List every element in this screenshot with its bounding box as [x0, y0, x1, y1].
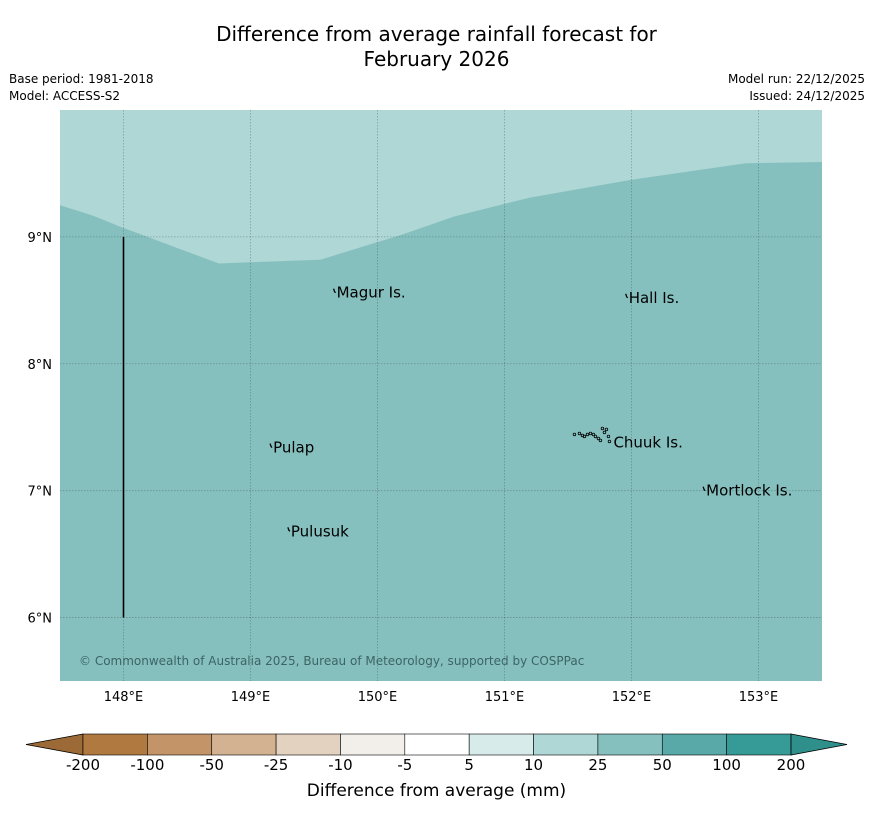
island-outline: [582, 434, 587, 439]
colorbar-tick: -200: [65, 756, 101, 774]
colorbar-over-arrow: [790, 733, 848, 756]
island-outline: [596, 436, 601, 441]
colorbar-segment: [275, 733, 341, 756]
island-outline: [607, 439, 612, 444]
island-outline: [591, 432, 596, 437]
lon-tick-label: 152°E: [612, 690, 652, 705]
upper-rainfall-zone: [60, 110, 822, 264]
map-title: Difference from average rainfall forecas…: [0, 22, 873, 72]
copyright-notice: © Commonwealth of Australia 2025, Bureau…: [79, 654, 584, 668]
base-period: Base period: 1981-2018: [9, 72, 154, 86]
colorbar-segment: [340, 733, 406, 756]
colorbar-label: Difference from average (mm): [306, 781, 567, 801]
island-outline: [606, 434, 611, 439]
colorbar-tick: -5: [397, 756, 413, 774]
colorbar-tick: 5: [464, 756, 474, 774]
island-outline: [572, 432, 577, 437]
colorbar-tick: 200: [776, 756, 806, 774]
chuuk-islands-outline: [572, 426, 612, 444]
colorbar-segment: [726, 733, 792, 756]
island-outline: [585, 432, 590, 437]
colorbar-under-arrow: [25, 733, 84, 756]
model-run: Model run: 22/12/2025: [727, 72, 865, 86]
island-marker: [332, 288, 337, 294]
colorbar-tick: 100: [712, 756, 741, 774]
island-marker: [625, 293, 629, 299]
meta-left: Base period: 1981-2018 Model: ACCESS-S2: [9, 71, 154, 105]
lat-tick-label: 6°N: [28, 612, 53, 627]
place-label-magur-is: Magur Is.: [337, 284, 406, 302]
colorbar-segment: [468, 733, 534, 756]
place-label-chuuk-is: Chuuk Is.: [613, 433, 682, 451]
colorbar-segment: [597, 733, 663, 756]
island-outline: [577, 431, 582, 436]
place-label-mortlock-is: Mortlock Is.: [706, 482, 792, 500]
island-outline: [588, 431, 593, 436]
lon-tick-label: 150°E: [358, 690, 398, 705]
colorbar-segment: [533, 733, 599, 756]
colorbar-tick: -10: [328, 756, 353, 774]
island-outline: [593, 434, 598, 439]
island-outline: [604, 427, 609, 432]
island-outline: [598, 438, 603, 443]
lon-tick-label: 149°E: [231, 690, 271, 705]
colorbar-segment: [211, 733, 277, 756]
place-label-pulusuk: Pulusuk: [291, 522, 349, 540]
island-outline: [602, 430, 607, 435]
place-label-hall-is: Hall Is.: [629, 289, 680, 307]
island-marker: [287, 527, 291, 532]
colorbar-tick: -25: [263, 756, 289, 774]
colorbar-tick: -50: [199, 756, 224, 774]
model-name: Model: ACCESS-S2: [9, 89, 121, 103]
colorbar-segment: [147, 733, 213, 756]
title-line-1: Difference from average rainfall forecas…: [216, 22, 657, 46]
colorbar-segment: [404, 733, 470, 756]
colorbar-tick: 10: [523, 756, 544, 774]
colorbar-tick: 50: [652, 756, 672, 774]
island-marker: [269, 443, 273, 448]
place-label-pulap: Pulap: [273, 439, 314, 457]
lon-tick-label: 153°E: [739, 690, 779, 705]
colorbar-segment: [661, 733, 727, 756]
lat-tick-label: 8°N: [28, 358, 53, 373]
title-line-2: February 2026: [363, 47, 510, 71]
island-outline: [600, 426, 605, 431]
lon-tick-label: 148°E: [104, 690, 144, 705]
lat-tick-label: 7°N: [28, 485, 53, 500]
colorbar-tick: 25: [588, 756, 608, 774]
lat-tick-label: 9°N: [28, 231, 53, 246]
meta-right: Model run: 22/12/2025 Issued: 24/12/2025: [728, 71, 865, 105]
colorbar-tick: -100: [130, 756, 165, 774]
island-marker: [702, 486, 706, 492]
colorbar-segment: [82, 733, 148, 756]
issued-date: Issued: 24/12/2025: [749, 89, 865, 103]
lon-tick-label: 151°E: [485, 690, 525, 705]
colorbar-tick-labels: -200 -100 -50 -25 -10 -5 5 10 25 50 100 200: [0, 756, 873, 778]
